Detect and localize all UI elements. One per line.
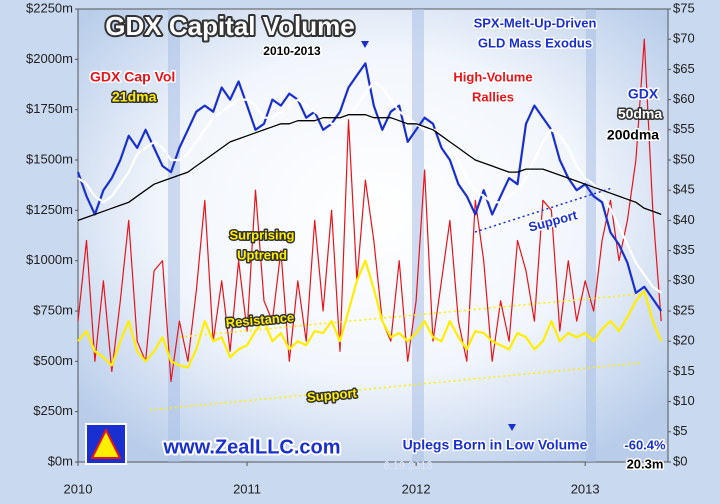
y2-tick-label: $45	[673, 182, 695, 197]
series-label: 200dma	[607, 127, 659, 143]
x-tick-label: 2011	[233, 481, 261, 496]
annotation: 20.3m	[627, 456, 664, 471]
y2-tick-label: $55	[673, 121, 695, 136]
y-tick-label: $250m	[33, 403, 73, 418]
y-tick-label: $1000m	[26, 252, 73, 267]
series-layer	[76, 38, 663, 383]
chart-subtitle: 2010-2013	[263, 44, 321, 58]
annotation: -60.4%	[624, 437, 666, 452]
series-label: GDX Cap Vol	[90, 69, 175, 85]
annotation: Rallies	[472, 89, 514, 104]
y2-tick-label: $40	[673, 212, 695, 227]
support-line	[149, 362, 641, 411]
annotation: GLD Mass Exodus	[478, 35, 592, 50]
y2-tick-label: $30	[673, 272, 695, 287]
highlight-band	[412, 9, 424, 462]
y2-tick-label: $50	[673, 151, 695, 166]
y2-tick-label: $60	[673, 91, 695, 106]
y2-tick-label: $75	[673, 0, 695, 15]
series-label: GDX	[628, 86, 659, 102]
chart-title: GDX Capital Volume	[105, 11, 354, 41]
annotation: Uplegs Born in Low Volume	[403, 437, 588, 453]
y-tick-label: $2250m	[26, 0, 73, 15]
x-tick-label: 2010	[64, 481, 93, 496]
y-tick-label: $500m	[33, 353, 73, 368]
website: www.ZealLLC.com	[162, 436, 340, 458]
y2-tick-label: $0	[673, 453, 687, 468]
highlight-band	[586, 9, 596, 462]
series-line	[77, 38, 662, 383]
y2-tick-label: $5	[673, 423, 687, 438]
y2-tick-label: $10	[673, 393, 695, 408]
series-label: 21dma	[112, 89, 157, 105]
y-tick-label: $0m	[48, 453, 73, 468]
y2-tick-label: $25	[673, 302, 695, 317]
y-tick-label: $750m	[33, 302, 73, 317]
x-tick-label: 2013	[571, 481, 600, 496]
y2-tick-label: $20	[673, 333, 695, 348]
price-support-line	[474, 187, 613, 233]
logo-mark	[90, 427, 122, 459]
annotation: Support	[306, 385, 358, 404]
y2-tick-label: $70	[673, 31, 695, 46]
logo	[85, 423, 127, 465]
highlight-band	[168, 9, 180, 462]
annotation: SPX-Melt-Up-Driven	[474, 15, 597, 30]
resistance-line	[179, 293, 641, 338]
y-tick-label: $1500m	[26, 151, 73, 166]
series-line	[77, 259, 663, 369]
y2-tick-label: $15	[673, 363, 695, 378]
series-line	[77, 80, 662, 294]
annotation: Uptrend	[237, 247, 287, 262]
annotation: High-Volume	[453, 69, 532, 84]
date-stamp: 6.19.2013	[384, 460, 433, 472]
y2-tick-label: $35	[673, 242, 695, 257]
series-line	[77, 114, 662, 222]
annotation: Surprising	[229, 227, 294, 242]
y2-tick-label: $65	[673, 61, 695, 76]
y-tick-label: $1750m	[26, 101, 73, 116]
series-label: 50dma	[618, 106, 663, 122]
x-tick-label: 2012	[402, 481, 431, 496]
y-tick-label: $1250m	[26, 202, 73, 217]
y-tick-label: $2000m	[26, 51, 73, 66]
